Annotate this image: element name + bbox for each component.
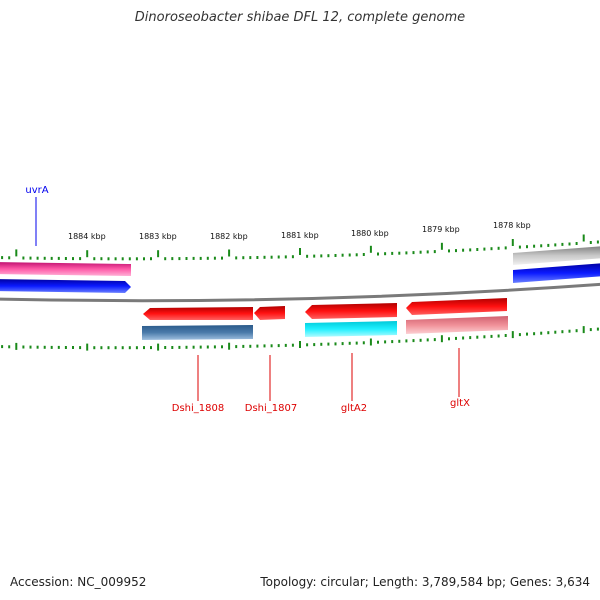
gene-dshi-1807[interactable] <box>254 306 285 320</box>
scale-label-1880: 1880 kbp <box>351 229 389 238</box>
scale-ticks-upper <box>1 234 599 261</box>
gene-gltX[interactable] <box>406 298 507 315</box>
reverse-strand <box>142 298 508 340</box>
gene-dshi-1808-rna[interactable] <box>142 325 253 340</box>
gene-gltA2-rna[interactable] <box>305 321 397 337</box>
accession-text: Accession: NC_009952 <box>10 575 147 589</box>
gene-leader-lines <box>35 197 460 401</box>
label-gltX[interactable]: gltX <box>450 398 470 409</box>
scale-label-1883: 1883 kbp <box>139 232 177 241</box>
gene-blue-forward-right[interactable] <box>513 263 600 283</box>
gene-gray-forward[interactable] <box>513 246 600 265</box>
page-title: Dinoroseobacter shibae DFL 12, complete … <box>134 10 466 25</box>
scale-ticks-lower <box>1 326 599 351</box>
scale-label-1884: 1884 kbp <box>68 232 106 241</box>
gene-labels: uvrA Dshi_1808 Dshi_1807 gltA2 gltX <box>25 185 470 414</box>
scale-label-1881: 1881 kbp <box>281 231 319 240</box>
label-gltA2[interactable]: gltA2 <box>341 403 367 414</box>
gene-dshi-1808[interactable] <box>143 307 253 320</box>
scale-labels: 1884 kbp 1883 kbp 1882 kbp 1881 kbp 1880… <box>68 221 531 241</box>
scale-label-1882: 1882 kbp <box>210 232 248 241</box>
topology-summary: Topology: circular; Length: 3,789,584 bp… <box>260 575 590 589</box>
gene-gltA2[interactable] <box>305 303 397 319</box>
label-dshi-1807[interactable]: Dshi_1807 <box>245 403 297 414</box>
label-uvrA[interactable]: uvrA <box>25 185 48 196</box>
scale-label-1879: 1879 kbp <box>422 225 460 234</box>
gene-uvrA[interactable] <box>0 279 131 293</box>
forward-strand <box>0 246 600 293</box>
gene-pink-forward[interactable] <box>0 262 131 276</box>
gene-gltX-rna[interactable] <box>406 316 508 334</box>
scale-label-1878: 1878 kbp <box>493 221 531 230</box>
genome-backbone <box>0 282 600 303</box>
label-dshi-1808[interactable]: Dshi_1808 <box>172 403 224 414</box>
